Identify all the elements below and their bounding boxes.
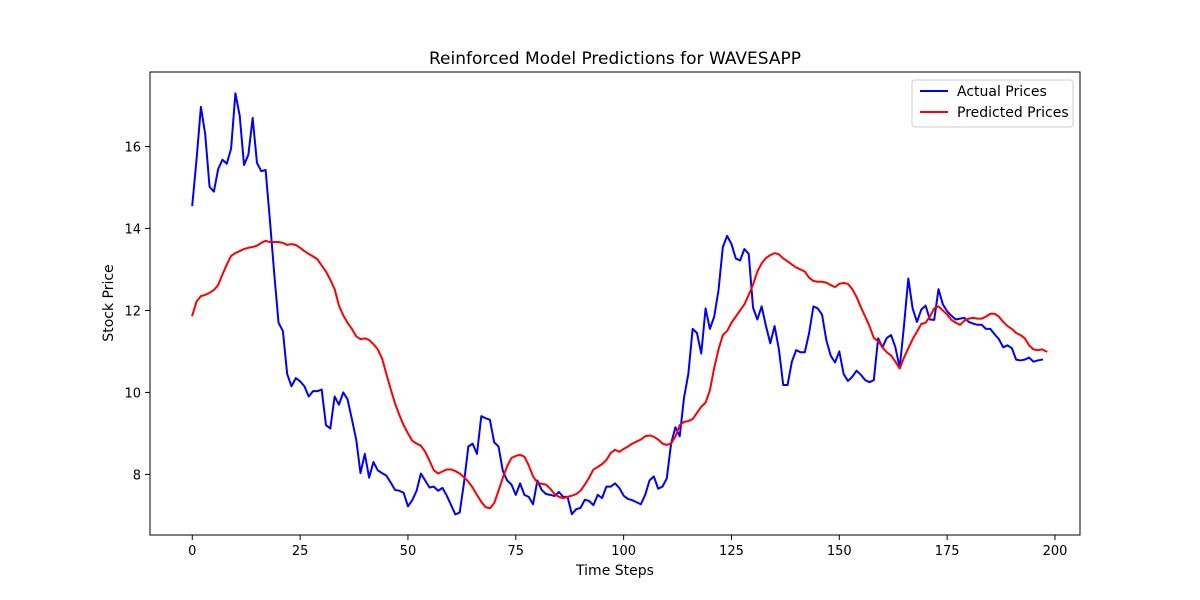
y-axis-title: Stock Price — [101, 264, 117, 341]
legend-box — [911, 79, 1074, 128]
x-tick-label: 75 — [508, 544, 525, 559]
x-tick-label: 25 — [292, 544, 309, 559]
chart-title: Reinforced Model Predictions for WAVESAP… — [429, 49, 801, 69]
plot-area — [191, 92, 1048, 516]
axes-frame — [149, 71, 1081, 536]
y-tick-label: 12 — [124, 304, 141, 319]
x-tick-label: 50 — [400, 544, 417, 559]
y-tick-label: 10 — [124, 386, 141, 401]
y-tick-label: 14 — [124, 223, 141, 238]
x-tick-label: 200 — [1043, 544, 1068, 559]
y-tick-label: 16 — [124, 141, 141, 156]
series-line-predicted-prices — [191, 239, 1048, 510]
x-tick-label: 175 — [935, 544, 960, 559]
x-tick-label: 125 — [719, 544, 744, 559]
y-tick-label: 8 — [133, 468, 141, 483]
legend-label-actual-prices: Actual Prices — [957, 84, 1047, 100]
legend: Actual Prices Predicted Prices — [911, 79, 1074, 128]
legend-label-predicted-prices: Predicted Prices — [957, 105, 1069, 121]
x-tick-label: 100 — [611, 544, 636, 559]
x-tick-label: 0 — [188, 544, 196, 559]
series-line-actual-prices — [191, 92, 1044, 516]
x-tick-label: 150 — [827, 544, 852, 559]
x-axis-title: Time Steps — [575, 563, 654, 579]
axes: 0 25 50 75 100 125 150 175 200 8 10 12 14 16 — [124, 71, 1081, 559]
